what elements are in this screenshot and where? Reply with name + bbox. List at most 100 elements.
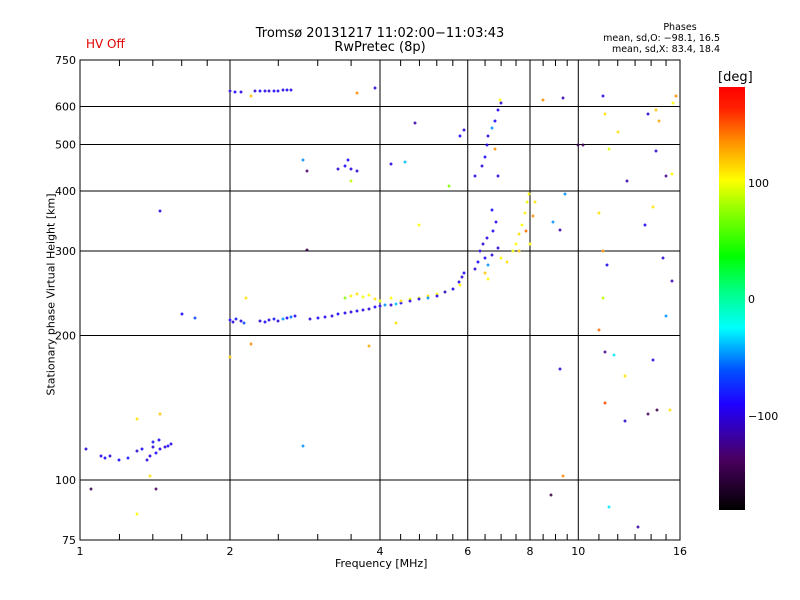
data-point — [263, 89, 267, 93]
y-tick-label: 400 — [55, 185, 76, 198]
data-point — [301, 444, 305, 448]
data-point — [249, 94, 253, 98]
data-point — [193, 316, 197, 320]
data-point — [447, 184, 451, 188]
data-point — [305, 169, 309, 173]
data-point — [563, 192, 567, 196]
data-point — [607, 147, 611, 151]
data-point — [576, 143, 580, 147]
data-point — [389, 303, 393, 307]
data-point — [367, 344, 371, 348]
colorbar-tick-label: 0 — [748, 293, 755, 306]
data-point — [517, 232, 521, 236]
data-point — [158, 447, 162, 451]
data-point — [253, 89, 257, 93]
data-point — [289, 315, 293, 319]
data-point — [496, 246, 500, 250]
colorbar — [719, 87, 745, 510]
data-point — [625, 179, 629, 183]
data-point — [308, 317, 312, 321]
colorbar-tick-label: 100 — [748, 177, 769, 190]
data-point — [389, 296, 393, 300]
data-point — [581, 143, 585, 147]
data-point — [276, 89, 280, 93]
colorbar-unit: [deg] — [718, 70, 753, 85]
data-point — [493, 119, 497, 123]
data-point — [355, 91, 359, 95]
y-tick-label: 300 — [55, 245, 76, 258]
data-point — [180, 312, 184, 316]
phase-o: mean, sd,O: −98.1, 16.5 — [603, 33, 720, 44]
data-point — [383, 303, 387, 307]
data-point — [336, 167, 340, 171]
data-point — [646, 112, 650, 116]
data-point — [305, 248, 309, 252]
data-point — [158, 412, 162, 416]
y-tick-label: 75 — [62, 534, 76, 547]
title-line2: RwPretec (8p) — [334, 40, 426, 55]
data-point — [272, 317, 276, 321]
data-point — [151, 440, 155, 444]
data-point — [285, 316, 289, 320]
data-point — [323, 315, 327, 319]
data-point — [163, 445, 167, 449]
data-point — [343, 164, 347, 168]
data-point — [330, 314, 334, 318]
data-point — [258, 319, 262, 323]
data-point — [485, 236, 489, 240]
x-tick-label: 1 — [77, 545, 84, 558]
data-point — [233, 90, 237, 94]
x-tick-label: 16 — [673, 545, 687, 558]
data-point — [661, 256, 665, 260]
data-point — [378, 299, 382, 303]
data-point — [413, 121, 417, 125]
data-point — [612, 353, 616, 357]
data-point — [651, 358, 655, 362]
data-point — [349, 310, 353, 314]
data-point — [483, 155, 487, 159]
hv-status: HV Off — [86, 37, 125, 51]
data-point — [135, 512, 139, 516]
data-point — [496, 174, 500, 178]
data-point — [524, 229, 528, 233]
data-point — [494, 220, 498, 224]
data-point — [486, 263, 490, 267]
data-point — [476, 260, 480, 264]
data-point — [231, 320, 235, 324]
data-point — [239, 319, 243, 323]
data-point — [367, 293, 371, 297]
data-point — [460, 275, 464, 279]
data-point — [263, 320, 267, 324]
data-point — [514, 242, 518, 246]
data-point — [485, 143, 489, 147]
data-point — [389, 162, 393, 166]
data-point — [558, 367, 562, 371]
data-point — [417, 297, 421, 301]
data-point — [373, 305, 377, 309]
data-point — [234, 317, 238, 321]
data-point — [103, 456, 107, 460]
data-point — [158, 209, 162, 213]
data-point — [239, 90, 243, 94]
data-point — [99, 454, 103, 458]
data-point — [228, 318, 232, 322]
data-point — [462, 271, 466, 275]
x-tick-label: 8 — [527, 545, 534, 558]
data-point — [651, 205, 655, 209]
data-point — [674, 94, 678, 98]
data-point — [664, 174, 668, 178]
data-point — [493, 147, 497, 151]
data-point — [511, 249, 515, 253]
data-point — [603, 401, 607, 405]
data-point — [367, 307, 371, 311]
x-tick-label: 6 — [464, 545, 471, 558]
data-point — [336, 312, 340, 316]
data-point — [451, 287, 455, 291]
data-point — [145, 458, 149, 462]
data-point — [157, 438, 161, 442]
data-point — [657, 119, 661, 123]
data-point — [403, 160, 407, 164]
data-point — [373, 297, 377, 301]
data-point — [394, 321, 398, 325]
data-point — [443, 290, 447, 294]
